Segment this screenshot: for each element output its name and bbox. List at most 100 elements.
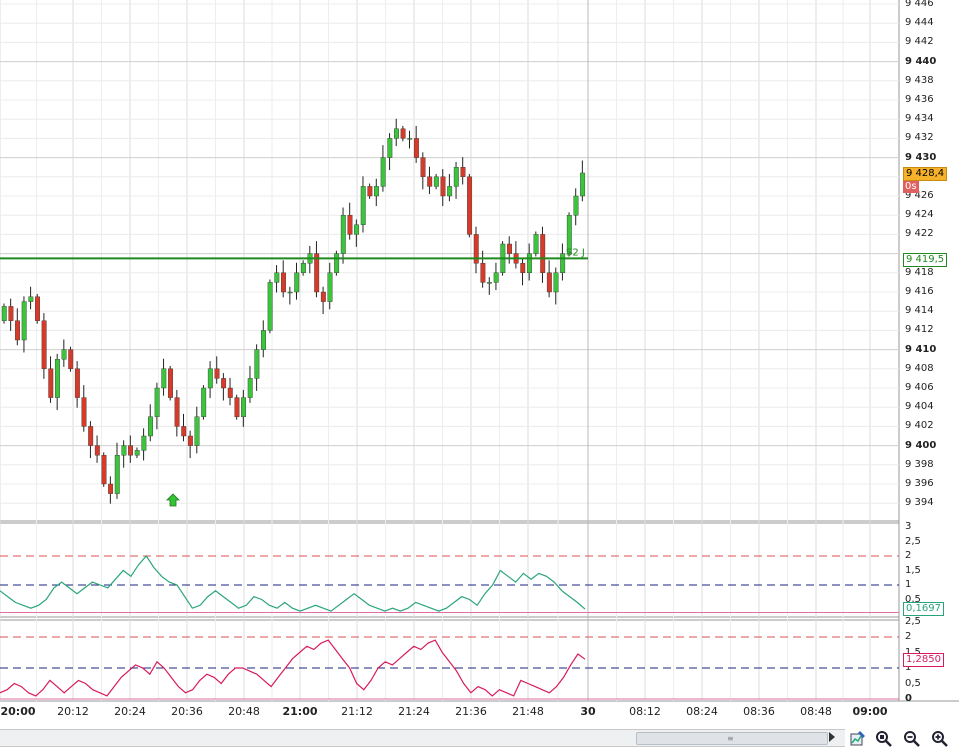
candle-down bbox=[167, 368, 173, 398]
candle-up bbox=[533, 234, 539, 254]
indicator1-line bbox=[0, 555, 586, 612]
candle-up bbox=[580, 172, 586, 197]
candle-up bbox=[247, 378, 253, 398]
candle-up bbox=[407, 138, 413, 140]
time-tick-label: 08:36 bbox=[743, 705, 775, 718]
candle-down bbox=[400, 128, 406, 139]
price-tick-label: 9 446 bbox=[905, 0, 934, 9]
candle-down bbox=[320, 291, 326, 302]
candle-up bbox=[560, 253, 566, 274]
candle-up bbox=[241, 397, 247, 418]
candle-down bbox=[480, 263, 486, 283]
indicator2-value-badge: 1,2850 bbox=[903, 653, 944, 667]
candle-down bbox=[68, 349, 74, 370]
candle-down bbox=[221, 378, 227, 389]
candle-down bbox=[314, 253, 320, 293]
time-tick-label: 21:12 bbox=[341, 705, 373, 718]
zoom-fit-icon[interactable] bbox=[874, 729, 894, 747]
s2-level-label: S2 J bbox=[566, 247, 585, 258]
candle-up bbox=[374, 186, 379, 197]
indicator1-tick-label: 2 bbox=[905, 550, 912, 561]
candle-down bbox=[128, 445, 134, 456]
price-tick-label: 9 440 bbox=[905, 55, 937, 67]
time-tick-label: 21:48 bbox=[512, 705, 544, 718]
time-tick-label: 08:24 bbox=[686, 705, 718, 718]
candle-down bbox=[473, 234, 479, 264]
candle-up bbox=[387, 138, 393, 158]
candle-up bbox=[54, 359, 60, 398]
price-tick-label: 9 444 bbox=[905, 17, 934, 29]
candle-down bbox=[214, 368, 220, 379]
candle-up bbox=[28, 296, 34, 302]
candle-up bbox=[274, 272, 280, 283]
time-tick-label: 08:12 bbox=[629, 705, 661, 718]
candle-down bbox=[74, 368, 80, 398]
zoom-in-icon[interactable] bbox=[930, 729, 950, 747]
candle-up bbox=[380, 157, 386, 187]
candle-up bbox=[61, 349, 67, 360]
price-tick-label: 9 412 bbox=[905, 324, 934, 336]
price-tick-label: 9 430 bbox=[905, 151, 937, 163]
time-tick-label: 20:24 bbox=[114, 705, 146, 718]
price-tick-label: 9 434 bbox=[905, 113, 934, 125]
candle-up bbox=[201, 387, 207, 417]
candle-up bbox=[267, 282, 273, 331]
time-tick-label: 20:00 bbox=[0, 705, 36, 718]
chart-tools-icon[interactable] bbox=[848, 729, 868, 747]
candle-down bbox=[467, 176, 473, 235]
price-tick-label: 9 422 bbox=[905, 228, 934, 240]
candle-down bbox=[48, 368, 54, 398]
time-tick-label: 21:24 bbox=[398, 705, 430, 718]
candle-up bbox=[261, 330, 266, 350]
indicator1-value-badge: 0,1697 bbox=[903, 602, 944, 616]
candle-up bbox=[553, 272, 559, 293]
candle-down bbox=[440, 176, 446, 197]
candle-down bbox=[540, 234, 546, 273]
indicator1-tick-label: 3 bbox=[905, 521, 912, 532]
indicator2-tick-label: 2,5 bbox=[905, 615, 921, 627]
indicator2-tick-label: 2 bbox=[905, 631, 912, 642]
candles bbox=[1, 118, 586, 504]
candle-up bbox=[1, 306, 7, 321]
zoom-out-icon[interactable] bbox=[902, 729, 922, 747]
indicator2-tick-label: 0 bbox=[905, 693, 912, 704]
candle-up bbox=[154, 387, 160, 417]
candle-up bbox=[300, 263, 306, 274]
candle-down bbox=[94, 445, 100, 456]
grip-icon: ≡ bbox=[727, 734, 734, 743]
candle-up bbox=[566, 214, 572, 254]
candle-up bbox=[141, 435, 147, 451]
time-tick-label: 08:48 bbox=[800, 705, 832, 718]
scrollbar-thumb[interactable]: ≡ bbox=[636, 732, 828, 745]
candle-up bbox=[487, 282, 492, 284]
chart-area[interactable]: S2 J bbox=[0, 0, 959, 729]
price-tick-label: 9 414 bbox=[905, 305, 934, 317]
candle-up bbox=[340, 214, 346, 254]
candle-up bbox=[354, 224, 360, 235]
scroll-right-arrow-icon[interactable] bbox=[829, 732, 835, 742]
candle-down bbox=[187, 435, 193, 446]
candle-down bbox=[367, 186, 373, 197]
time-tick-label: 20:36 bbox=[171, 705, 203, 718]
candle-down bbox=[460, 166, 466, 177]
candle-up bbox=[194, 416, 200, 446]
price-tick-label: 9 394 bbox=[905, 497, 934, 509]
price-tick-label: 9 426 bbox=[905, 190, 934, 201]
price-tick-label: 9 398 bbox=[905, 458, 934, 470]
time-scrollbar[interactable]: ≡ bbox=[0, 729, 845, 747]
candle-up bbox=[334, 253, 340, 274]
candle-down bbox=[546, 272, 552, 293]
candle-up bbox=[453, 166, 459, 187]
candle-up bbox=[493, 272, 499, 283]
price-tick-label: 9 416 bbox=[905, 286, 934, 297]
price-tick-label: 9 432 bbox=[905, 132, 934, 144]
candle-down bbox=[507, 243, 512, 254]
candle-down bbox=[347, 214, 353, 235]
time-tick-label: 30 bbox=[580, 705, 596, 718]
candle-up bbox=[21, 301, 27, 341]
candle-up bbox=[207, 368, 213, 389]
candle-down bbox=[181, 426, 187, 437]
candle-down bbox=[520, 263, 526, 274]
candle-down bbox=[413, 138, 419, 158]
candle-up bbox=[294, 272, 300, 293]
